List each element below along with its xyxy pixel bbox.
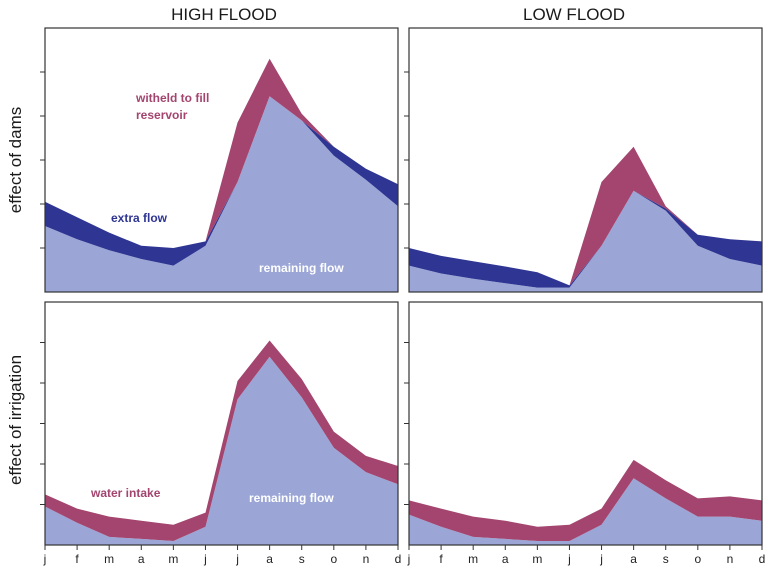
x-tick-label: o [694,552,701,566]
column-title-low-flood: LOW FLOOD [523,5,625,24]
x-tick-label: m [532,552,542,566]
x-tick-label: j [407,552,411,566]
x-tick-label: a [630,552,637,566]
annotation-water-intake: water intake [90,486,161,500]
x-tick-label: a [138,552,145,566]
panel-high-flood-dams [40,27,399,293]
area-remaining-2 [45,356,398,545]
annotation-extra-flow: extra flow [111,211,168,225]
area-remaining-1 [409,190,762,292]
annotation-remaining-flow-irrigation: remaining flow [249,491,334,505]
x-tick-label: n [727,552,734,566]
x-tick-label: j [43,552,47,566]
area-remaining-3 [409,478,762,545]
panel-low-flood-dams [404,27,763,293]
annotation-withheld: witheld to fill reservoir [135,91,213,122]
x-tick-label: s [299,552,305,566]
annotation-remaining-flow-dams: remaining flow [259,261,344,275]
x-tick-label: j [203,552,207,566]
x-tick-label: d [759,552,766,566]
x-tick-label: j [567,552,571,566]
x-tick-label: n [363,552,370,566]
x-tick-label: a [266,552,273,566]
annotation-withheld-line2: reservoir [136,108,188,122]
annotation-withheld-line1: witheld to fill [135,91,209,105]
area-water-2 [45,340,398,541]
column-title-high-flood: HIGH FLOOD [171,5,277,24]
x-tick-label: j [599,552,603,566]
x-tick-label: m [468,552,478,566]
row-title-irrigation: effect of irrigation [6,355,25,485]
x-tick-label: j [235,552,239,566]
x-tick-label: d [395,552,402,566]
x-tick-label: s [663,552,669,566]
area-remaining-0 [45,96,398,292]
x-tick-label: f [75,552,79,566]
area-witheld-1 [409,146,762,286]
x-tick-label: a [502,552,509,566]
x-tick-label: m [168,552,178,566]
row-title-dams: effect of dams [6,107,25,213]
area-water-3 [409,459,762,541]
x-tick-label: m [104,552,114,566]
x-tick-label: f [439,552,443,566]
x-tick-label: o [330,552,337,566]
area-witheld-0 [45,58,398,248]
